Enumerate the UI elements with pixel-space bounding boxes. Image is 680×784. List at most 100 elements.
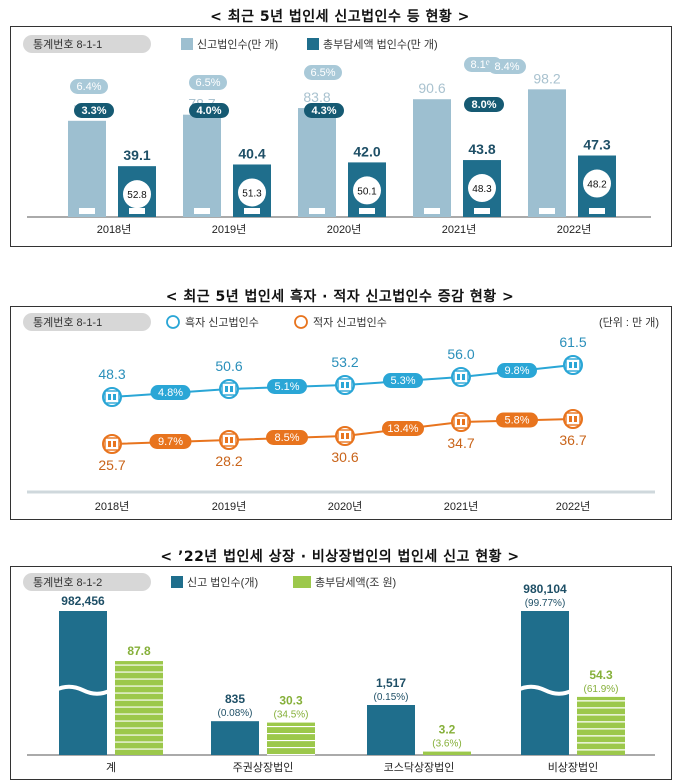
growth-pill-light-label: 6.5% [195,77,220,89]
count-value-label: 980,104 [523,582,567,596]
surplus-growth-pill [497,363,537,378]
surplus-growth-label: 9.8% [504,365,529,377]
surplus-point [335,375,355,395]
deficit-point [563,409,583,429]
share-label: 48.3 [472,184,492,195]
surplus-point-icon-pane [108,394,111,400]
count-bar [521,611,569,755]
deficit-point-icon-frame [221,433,237,447]
count-bar [211,721,259,755]
x-tick-label: 2022년 [556,500,591,513]
filed-value-label: 83.8 [303,89,330,105]
growth-pill-light [189,75,227,90]
legend-surplus-icon [166,315,180,329]
deficit-growth-pill [149,434,192,449]
share-label: 48.2 [587,180,607,191]
deficit-point-icon-pane [113,441,116,447]
surplus-point-icon-frame [104,390,120,404]
surplus-value-label: 53.2 [331,354,358,370]
growth-pill-dark [189,103,229,118]
x-tick-label: 2018년 [95,500,130,513]
chart1-marks: 74.039.152.82018년78.740.451.32019년83.842… [68,57,616,236]
legend-tax-swatch [293,576,311,588]
growth-pill-dark-label: 4.0% [196,105,221,117]
surplus-point [563,355,583,375]
x-tick-label: 2020년 [327,223,362,236]
chart1-title: < 최근 5년 법인세 신고법인수 등 현황 > [210,9,470,25]
deficit-growth-label: 5.8% [504,415,529,427]
stat-code-badge [23,35,151,53]
growth-pill-light [70,79,108,94]
deficit-point-icon-pane [346,433,349,439]
surplus-point-icon-frame [337,378,353,392]
filed-value-label: 90.6 [418,80,445,96]
x-tick-label: 계 [106,761,116,774]
chart1-panel: 통계번호 8-1-1 신고법인수(만 개) 총부담세액 법인수(만 개) 74.… [10,26,672,247]
taxed-value-label: 40.4 [238,145,265,161]
surplus-point [451,367,471,387]
deficit-point-icon-pane [108,441,111,447]
share-circle [583,169,611,198]
taxed-value-label: 47.3 [583,137,610,153]
growth-pill-light [304,65,342,80]
growth-pill-dark-label: 3.3% [81,105,106,117]
deficit-point-icon-pane [574,416,577,422]
deficit-point-icon-frame [453,415,469,429]
count-share-label: (0.08%) [217,708,252,719]
filed-bar [528,89,566,217]
legend-deficit-label: 적자 신고법인수 [313,316,387,329]
count-value-label: 835 [225,692,245,706]
x-tick-label: 비상장법인 [548,761,599,774]
count-share-label: (0.15%) [373,692,408,703]
legend-taxed-label: 총부담세액 법인수(만 개) [323,38,438,51]
deficit-point-icon-pane [569,416,572,422]
growth-pill-light [488,59,526,74]
legend-taxed-swatch [307,38,319,50]
x-tick-label: 2021년 [444,500,479,513]
surplus-point-icon-pane [574,362,577,368]
legend-filed-label: 신고법인수(만 개) [197,38,278,51]
tax-value-label: 54.3 [589,668,613,682]
share-circle [238,178,266,207]
tax-value-label: 87.8 [127,644,151,658]
tax-share-label: (3.6%) [432,739,461,750]
chart2-marks: 48.3 50.6 53.2 56.0 61.5 25.7 28.2 30.6 34.7 36.7… [27,334,655,513]
surplus-point-icon-pane [230,386,233,392]
surplus-growth-pill [383,373,423,388]
share-circle [468,174,496,203]
x-tick-label: 2019년 [212,223,247,236]
share-circle [353,176,381,205]
chart2-panel: 통계번호 8-1-1 흑자 신고법인수 적자 신고법인수 (단위 : 만 개) … [10,306,672,520]
share-label: 50.1 [357,186,377,197]
deficit-point-icon-pane [462,419,465,425]
growth-pill-light-label: 6.4% [76,81,101,93]
deficit-value-label: 34.7 [447,435,474,451]
surplus-point-icon-pane [341,382,344,388]
deficit-value-label: 36.7 [559,432,586,448]
deficit-point-icon-pane [230,437,233,443]
taxed-value-label: 43.8 [468,141,495,157]
surplus-value-label: 61.5 [559,334,586,350]
bar-base-notch [79,208,95,214]
surplus-growth-label: 5.1% [274,381,299,393]
deficit-point-icon-pane [457,419,460,425]
x-tick-label: 코스닥상장법인 [384,761,455,774]
filed-bar [298,108,336,217]
chart1-svg: 통계번호 8-1-1 신고법인수(만 개) 총부담세액 법인수(만 개) 74.… [23,35,651,236]
growth-pill-dark [304,103,344,118]
tax-bar [577,696,625,755]
stat-code-badge [23,313,151,331]
unit-label: (단위 : 만 개) [599,316,659,329]
tax-share-label: (34.5%) [273,710,308,721]
filed-bar [183,114,221,217]
bar-base-notch [194,208,210,214]
surplus-point-icon-frame [453,370,469,384]
growth-pill-dark-label: 4.3% [311,105,336,117]
tax-value-label: 3.2 [439,723,456,737]
deficit-growth-pill [266,430,308,445]
deficit-point-icon-frame [104,437,120,451]
surplus-point [219,379,239,399]
surplus-growth-label: 5.3% [390,375,415,387]
legend-deficit-icon [294,315,308,329]
deficit-point-icon-pane [341,433,344,439]
